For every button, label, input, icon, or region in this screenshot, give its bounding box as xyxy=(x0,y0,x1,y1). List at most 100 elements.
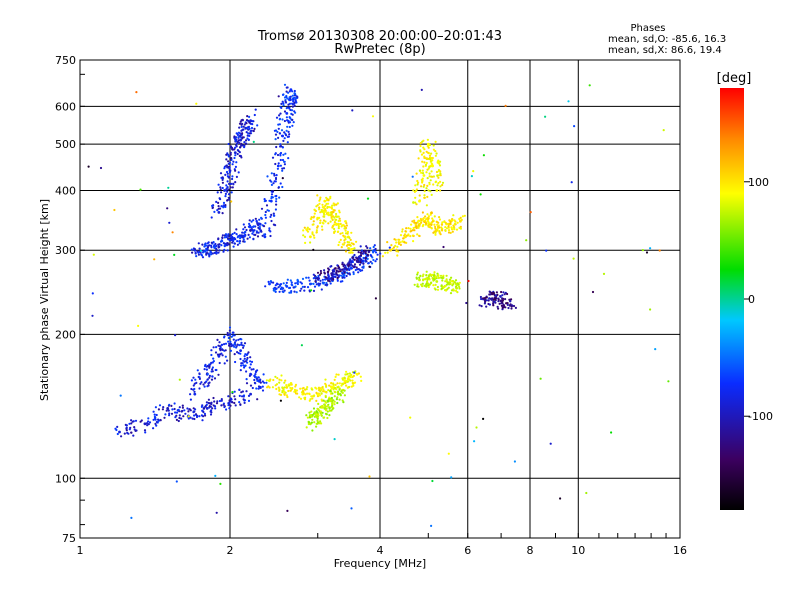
echo-point xyxy=(195,102,198,105)
echo-point xyxy=(439,189,442,192)
echo-point xyxy=(429,190,432,193)
echo-point xyxy=(610,431,613,434)
echo-point xyxy=(482,297,485,300)
echo-point xyxy=(362,256,365,260)
echo-point xyxy=(199,251,202,254)
echo-point xyxy=(421,179,424,182)
echo-point xyxy=(418,276,421,279)
echo-point xyxy=(343,239,346,242)
echo-point xyxy=(245,122,248,125)
echo-point xyxy=(424,222,428,225)
echo-point xyxy=(409,235,412,238)
echo-point xyxy=(199,382,202,385)
echo-point xyxy=(147,417,150,420)
echo-point xyxy=(336,202,339,205)
echo-point xyxy=(452,224,455,227)
echo-point xyxy=(180,410,184,413)
echo-point xyxy=(369,260,372,263)
echo-point xyxy=(285,116,288,119)
echo-point xyxy=(215,368,218,372)
echo-point xyxy=(214,474,217,477)
echo-point xyxy=(271,156,275,159)
echo-point xyxy=(339,270,342,273)
echo-point xyxy=(224,192,227,195)
echo-point xyxy=(153,258,156,261)
echo-point xyxy=(649,308,652,311)
echo-point xyxy=(227,237,230,240)
echo-point xyxy=(449,220,452,223)
echo-point xyxy=(500,302,503,305)
echo-point xyxy=(276,164,280,168)
echo-point xyxy=(416,285,419,288)
echo-point xyxy=(166,407,169,410)
echo-point xyxy=(190,248,193,251)
echo-point xyxy=(210,403,213,406)
echo-point xyxy=(339,219,342,222)
echo-point xyxy=(291,94,294,97)
echo-point xyxy=(241,118,244,121)
echo-point xyxy=(291,118,294,121)
echo-point xyxy=(317,282,320,285)
echo-point xyxy=(494,294,497,297)
echo-point xyxy=(257,231,260,234)
echo-point xyxy=(451,230,454,233)
echo-point xyxy=(359,375,362,378)
echo-point xyxy=(375,258,378,261)
echo-point xyxy=(215,200,218,203)
echo-point xyxy=(427,217,430,220)
echo-point xyxy=(334,275,337,278)
echo-point xyxy=(316,411,319,414)
echo-point xyxy=(203,412,206,415)
echo-point xyxy=(484,300,487,303)
echo-point xyxy=(207,241,210,244)
echo-point xyxy=(410,223,413,226)
echo-point xyxy=(325,391,328,394)
echo-point xyxy=(572,257,575,260)
echo-point xyxy=(173,402,176,405)
echo-point xyxy=(331,273,334,276)
echo-point xyxy=(227,234,230,237)
echo-point xyxy=(357,271,360,274)
echo-point xyxy=(441,277,444,280)
echo-point xyxy=(154,422,157,425)
echo-point xyxy=(373,244,376,247)
echo-point xyxy=(328,280,331,283)
echo-point xyxy=(203,385,206,388)
echo-point xyxy=(134,419,138,422)
echo-point xyxy=(144,431,147,434)
echo-point xyxy=(431,164,434,168)
echo-point xyxy=(280,379,283,382)
echo-point xyxy=(434,150,437,153)
echo-point xyxy=(213,405,217,408)
echo-point xyxy=(404,235,407,239)
echo-point xyxy=(430,152,433,155)
x-tick-label: 10 xyxy=(571,544,585,557)
echo-point xyxy=(420,153,424,156)
echo-point xyxy=(113,208,116,212)
echo-point xyxy=(415,225,418,228)
echo-point xyxy=(119,394,122,397)
echo-point xyxy=(281,177,284,180)
echo-point xyxy=(195,415,199,419)
echo-point xyxy=(240,129,243,132)
echo-point xyxy=(247,399,251,402)
echo-point xyxy=(347,376,350,379)
echo-point xyxy=(230,158,233,161)
echo-point xyxy=(283,163,286,166)
echo-point xyxy=(529,211,532,214)
echo-point xyxy=(223,189,226,192)
echo-point xyxy=(131,420,134,423)
echo-point xyxy=(484,296,487,299)
echo-point xyxy=(285,112,289,115)
chart-subtitle: RwPretec (8p) xyxy=(334,42,425,57)
echo-point xyxy=(241,122,244,125)
echo-point xyxy=(155,424,158,427)
echo-point xyxy=(421,285,424,288)
echo-point xyxy=(135,91,138,94)
echo-point xyxy=(416,283,419,286)
echo-point xyxy=(414,201,417,204)
echo-point xyxy=(279,158,282,162)
echo-point xyxy=(349,248,353,252)
echo-point xyxy=(311,413,314,417)
echo-point xyxy=(224,195,227,198)
